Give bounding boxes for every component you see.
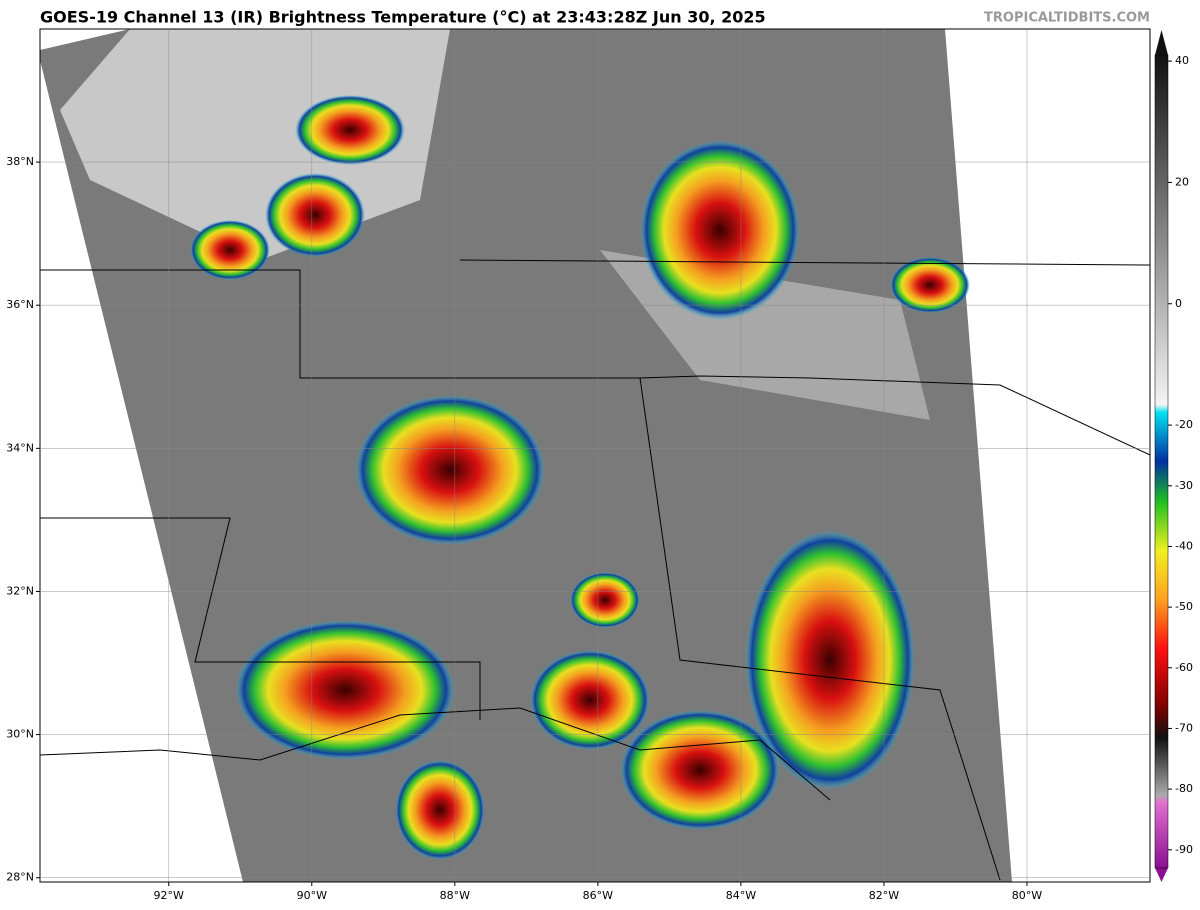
colorbar-tick-label: -20 bbox=[1175, 418, 1193, 431]
colorbar-tick-label: 40 bbox=[1175, 54, 1189, 67]
y-tick-label: 30°N bbox=[6, 728, 34, 741]
y-tick-label: 36°N bbox=[6, 298, 34, 311]
x-tick-label: 92°W bbox=[154, 889, 184, 902]
x-tick-label: 86°W bbox=[583, 889, 613, 902]
colorbar-tick-label: -30 bbox=[1175, 479, 1193, 492]
colorbar-tick-label: -40 bbox=[1175, 539, 1193, 552]
y-tick-label: 34°N bbox=[6, 441, 34, 454]
colorbar-tick-label: 0 bbox=[1175, 297, 1182, 310]
colorbar-tick-label: 20 bbox=[1175, 175, 1189, 188]
x-tick-label: 84°W bbox=[726, 889, 756, 902]
colorbar bbox=[1154, 30, 1169, 882]
credit: TROPICALTIDBITS.COM bbox=[984, 11, 1150, 26]
x-tick-label: 80°W bbox=[1012, 889, 1042, 902]
x-tick-label: 90°W bbox=[297, 889, 327, 902]
title: GOES-19 Channel 13 (IR) Brightness Tempe… bbox=[40, 8, 766, 27]
colorbar-tick-label: -80 bbox=[1175, 782, 1193, 795]
colorbar-tick-label: -90 bbox=[1175, 843, 1193, 856]
x-tick-label: 82°W bbox=[869, 889, 899, 902]
colorbar-tick-label: -60 bbox=[1175, 661, 1193, 674]
satellite-image bbox=[39, 28, 1151, 883]
y-tick-label: 38°N bbox=[6, 155, 34, 168]
y-tick-label: 32°N bbox=[6, 584, 34, 597]
colorbar-tick-label: -50 bbox=[1175, 600, 1193, 613]
colorbar-tick-label: -70 bbox=[1175, 721, 1193, 734]
x-tick-label: 88°W bbox=[440, 889, 470, 902]
y-tick-label: 28°N bbox=[6, 871, 34, 884]
